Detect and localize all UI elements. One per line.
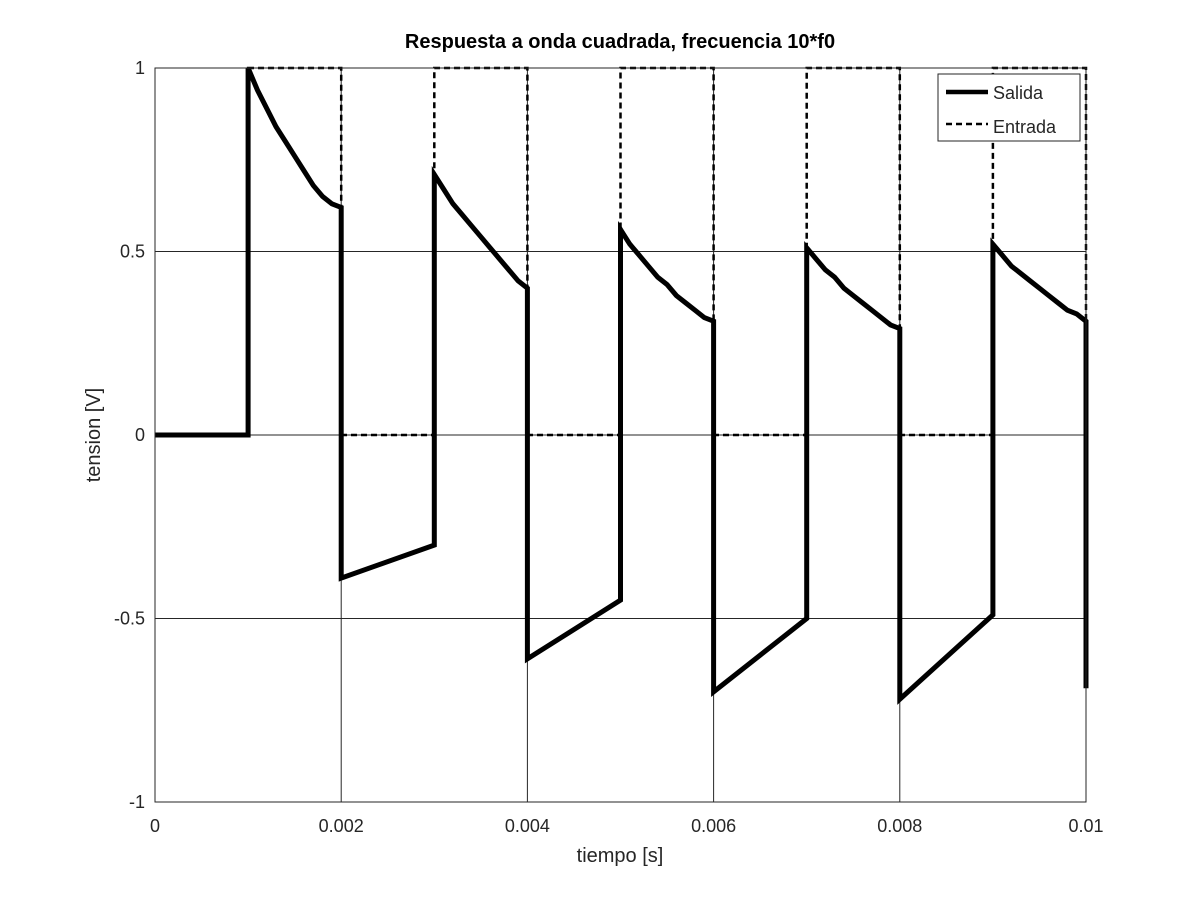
y-tick-label: -0.5 <box>114 609 145 629</box>
y-tick-label: 1 <box>135 58 145 78</box>
x-tick-label: 0 <box>150 816 160 836</box>
chart-title: Respuesta a onda cuadrada, frecuencia 10… <box>405 31 835 53</box>
x-axis-label: tiempo [s] <box>577 845 664 867</box>
y-tick-label: 0.5 <box>120 242 145 262</box>
series-line-salida <box>155 67 1089 705</box>
x-tick-label: 0.008 <box>877 816 922 836</box>
legend-label-salida: Salida <box>993 83 1044 103</box>
legend-label-entrada: Entrada <box>993 117 1057 137</box>
tick-layer: 0 0.002 0.004 0.006 0.008 0.01 -1 -0.5 0 0.5 1 <box>114 58 1104 836</box>
x-tick-label: 0.01 <box>1068 816 1103 836</box>
x-tick-label: 0.002 <box>319 816 364 836</box>
x-tick-label: 0.004 <box>505 816 550 836</box>
x-tick-label: 0.006 <box>691 816 736 836</box>
y-tick-label: 0 <box>135 425 145 445</box>
legend: Salida Entrada <box>937 73 1081 142</box>
y-axis-label: tension [V] <box>83 388 105 483</box>
y-tick-label: -1 <box>129 792 145 812</box>
legend-box <box>937 73 1081 142</box>
plot-frame <box>154 67 1087 803</box>
